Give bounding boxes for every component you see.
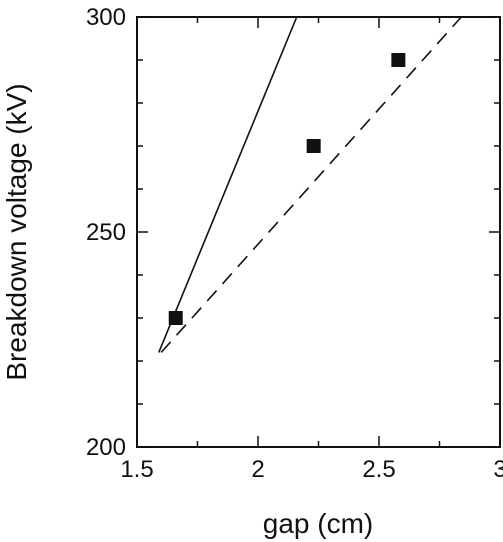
x-tick-label: 2.5: [362, 456, 395, 483]
y-axis-label: Breakdown voltage (kV): [1, 83, 32, 380]
x-axis-ticks: 1.5 2 2.5 3: [120, 17, 503, 483]
x-axis-label: gap (cm): [263, 508, 373, 539]
y-tick-label: 200: [86, 434, 126, 461]
data-point-square: [391, 53, 406, 67]
data-points: [168, 53, 406, 325]
y-tick-label: 250: [86, 219, 126, 246]
x-tick-label: 2: [251, 456, 264, 483]
data-point-square: [306, 139, 321, 153]
fit-lines: [158, 16, 462, 353]
dashed-fit-line: [160, 16, 462, 353]
x-tick-label: 1.5: [120, 456, 153, 483]
plot-frame: [136, 16, 501, 448]
y-tick-label: 300: [86, 4, 126, 31]
data-point-square: [168, 311, 183, 325]
x-tick-label: 3: [493, 456, 503, 483]
y-axis-ticks: 200 250 300: [86, 4, 500, 461]
solid-fit-line: [158, 16, 298, 353]
